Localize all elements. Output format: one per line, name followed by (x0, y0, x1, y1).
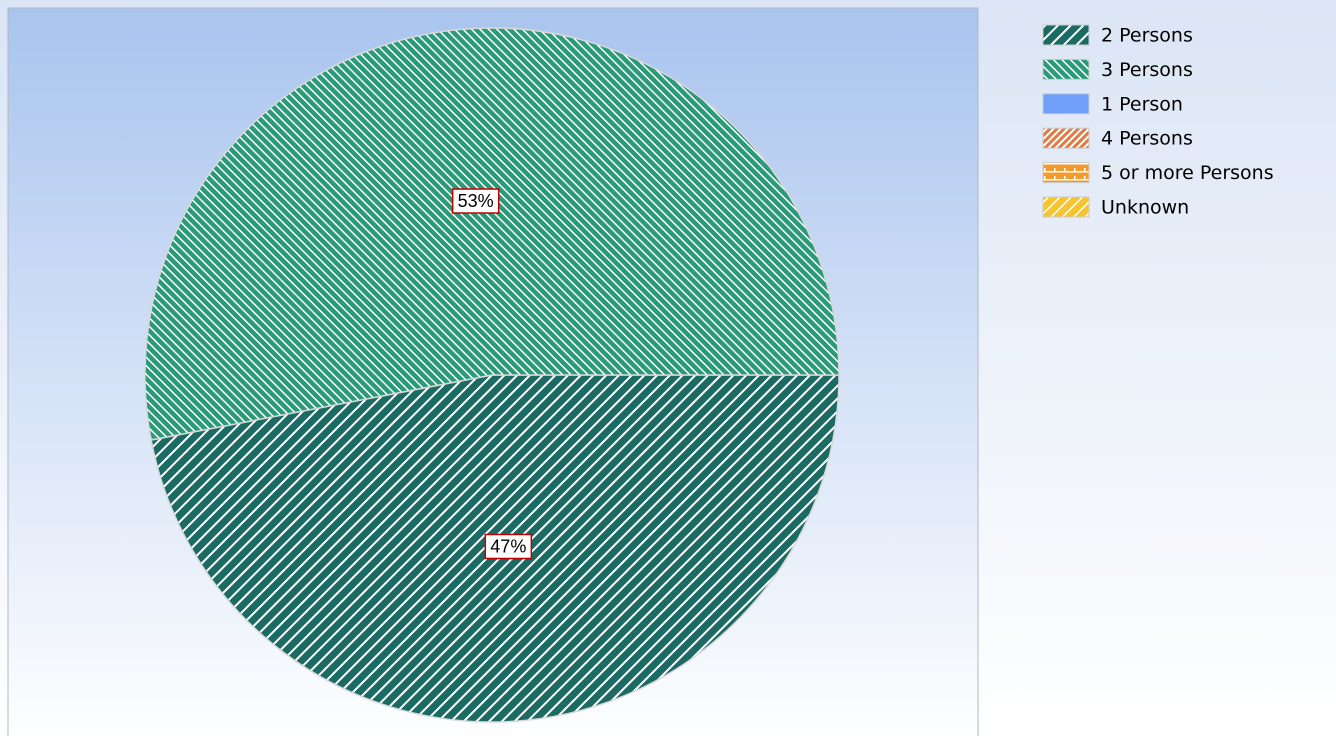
data-label-box (451, 188, 500, 214)
data-label-text: 53% (458, 191, 494, 211)
legend-swatch (1042, 162, 1090, 184)
legend-label: 2 Persons (1101, 25, 1193, 47)
legend-label: Unknown (1101, 197, 1189, 219)
legend-swatch (1042, 24, 1090, 46)
legend-swatch (1042, 93, 1090, 115)
legend-swatch (1042, 58, 1090, 80)
legend-label: 5 or more Persons (1101, 162, 1274, 184)
data-label: 47% (484, 533, 533, 560)
data-label: 53% (451, 188, 500, 214)
legend-label: 3 Persons (1101, 59, 1193, 81)
legend-label: 4 Persons (1101, 128, 1193, 150)
pie-slice (144, 27, 840, 441)
legend-label: 1 Person (1101, 93, 1183, 115)
data-label-box (484, 533, 533, 560)
data-label-text: 47% (490, 536, 526, 556)
legend-swatch (1042, 196, 1090, 218)
legend-swatch (1042, 127, 1090, 149)
